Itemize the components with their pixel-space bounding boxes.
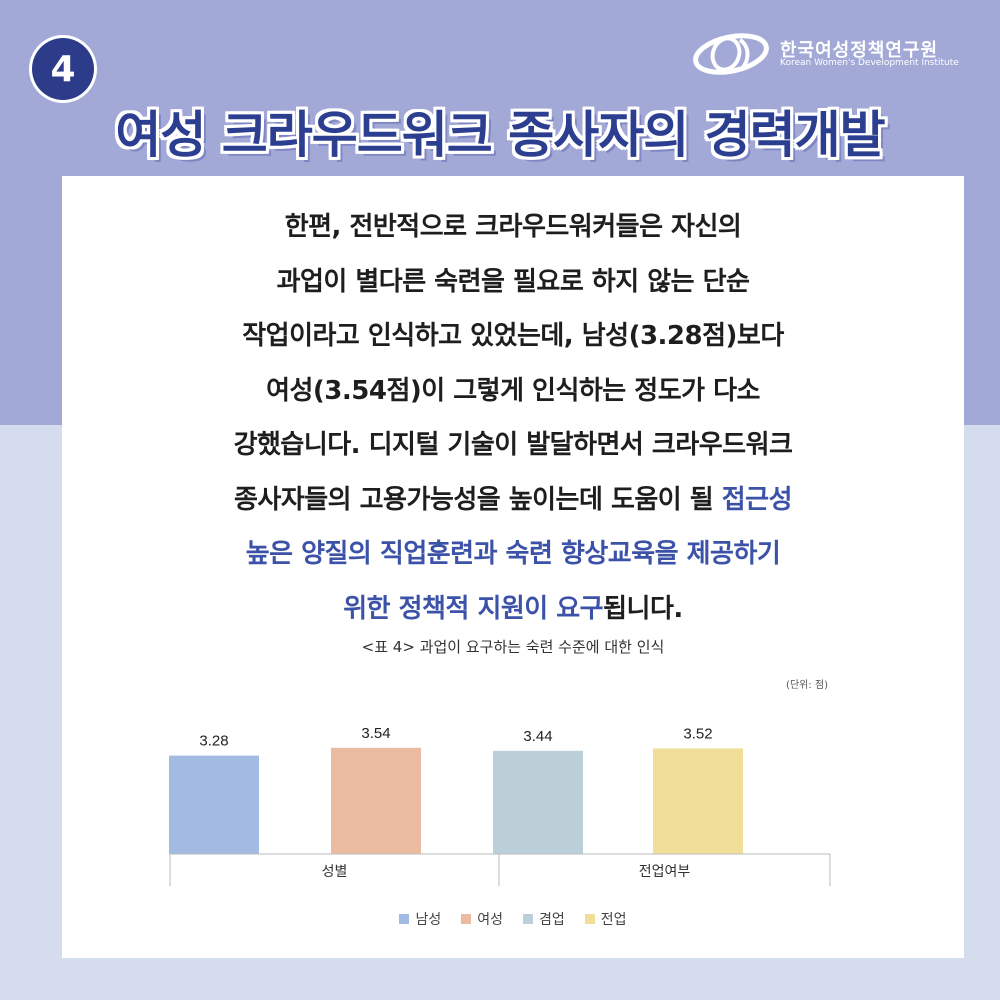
section-number-badge: 4: [32, 38, 94, 100]
legend-item: 겸업: [523, 909, 565, 929]
legend-swatch: [523, 914, 533, 924]
logo-name: 한국여성정책연구원: [780, 40, 939, 61]
content-card: 한편, 전반적으로 크라우드워커들은 자신의 과업이 별다른 숙련을 필요로 하…: [62, 176, 964, 958]
body-line: 한편, 전반적으로 크라우드워커들은 자신의: [284, 212, 742, 242]
bar-chart: 3.28 3.54 3.44 3.52 성별 전업여부: [169, 725, 831, 886]
body-highlight: 높은 양질의 직업훈련과 숙련 향상교육을 제공하기: [245, 539, 781, 569]
body-highlight: 접근성: [721, 484, 793, 515]
body-line: 과업이 별다른 숙련을 필요로 하지 않는 단순: [276, 266, 750, 297]
chart-title: <표 4> 과업이 요구하는 숙련 수준에 대한 인식: [361, 638, 665, 656]
body-line: 높은 양질의 직업훈련과 숙련 향상교육을 제공하기: [62, 527, 964, 582]
chart-unit-note: (단위: 점): [786, 680, 828, 691]
body-text: 됩니다.: [603, 593, 683, 624]
kwdi-logo: 한국여성정책연구원 Korean Women's Development Ins…: [690, 32, 970, 76]
logo-subtitle: Korean Women's Development Institute: [780, 58, 959, 68]
legend-item: 전업: [584, 909, 627, 929]
body-text: 종사자들의 고용가능성을 높이는데 도움이 될: [233, 484, 722, 515]
body-line: 작업이라고 인식하고 있었는데, 남성(3.28점)보다: [242, 321, 784, 351]
legend-swatch: [461, 914, 472, 924]
bar-전업: [653, 748, 743, 854]
body-line: 위한 정책적 지원이 요구됩니다.: [62, 582, 964, 637]
section-number: 4: [50, 48, 76, 90]
page-title: 여성 크라우드워크 종사자의 경력개발: [115, 106, 885, 164]
body-line: 여성(3.54점)이 그렇게 인식하는 정도가 다소: [266, 375, 760, 406]
data-label: 3.44: [523, 728, 552, 745]
category-label: 성별: [322, 864, 348, 880]
bar-남성: [169, 755, 259, 854]
legend-label: 겸업: [539, 912, 565, 928]
legend-label: 남성: [415, 912, 442, 928]
legend-label: 여성: [477, 912, 503, 928]
chart-legend: 남성 여성 겸업 전업: [62, 909, 964, 929]
bar-여성: [331, 747, 421, 854]
kwdi-logo-icon: [693, 33, 769, 75]
body-line: 종사자들의 고용가능성을 높이는데 도움이 될 접근성: [62, 473, 964, 528]
legend-item: 여성: [461, 909, 503, 929]
legend-swatch: [584, 914, 595, 924]
body-paragraph: 한편, 전반적으로 크라우드워커들은 자신의 과업이 별다른 숙련을 필요로 하…: [62, 200, 964, 636]
data-label: 3.28: [199, 733, 228, 750]
bar-겸업: [493, 750, 583, 854]
legend-item: 남성: [399, 909, 441, 929]
category-label: 전업여부: [639, 864, 691, 880]
legend-swatch: [399, 914, 410, 924]
legend-label: 전업: [600, 912, 627, 928]
data-label: 3.52: [683, 725, 712, 742]
body-line: 강했습니다. 디지털 기술이 발달하면서 크라우드워크: [233, 430, 793, 460]
data-label: 3.54: [361, 725, 390, 742]
body-highlight: 위한 정책적 지원이 요구: [343, 593, 604, 624]
